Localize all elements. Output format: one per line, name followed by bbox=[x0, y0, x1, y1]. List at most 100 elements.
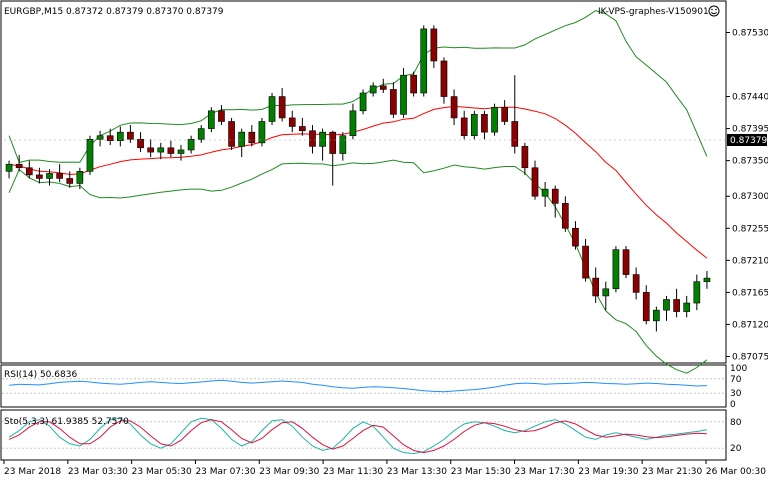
candle-body-bear bbox=[309, 130, 316, 147]
smiley-icon bbox=[708, 5, 720, 17]
candle[interactable] bbox=[258, 117, 266, 147]
candle[interactable] bbox=[663, 295, 670, 321]
candle[interactable] bbox=[359, 89, 367, 115]
candle[interactable] bbox=[167, 140, 175, 158]
candle[interactable] bbox=[450, 89, 458, 126]
candle-body-bull bbox=[197, 128, 205, 140]
candle[interactable] bbox=[238, 128, 246, 158]
stochastic-y-tick-label: 20 bbox=[730, 444, 742, 454]
candle[interactable] bbox=[551, 185, 559, 218]
candle-body-bear bbox=[551, 188, 559, 204]
candle-body-bear bbox=[288, 117, 296, 127]
candle[interactable] bbox=[541, 182, 549, 207]
price-y-tick-label: 0.87075 bbox=[732, 352, 768, 362]
candle[interactable] bbox=[248, 125, 256, 147]
candle[interactable] bbox=[481, 110, 488, 140]
candle[interactable] bbox=[208, 107, 215, 133]
candle-body-bear bbox=[592, 277, 600, 297]
candle[interactable] bbox=[703, 271, 711, 289]
candle[interactable] bbox=[420, 25, 428, 97]
candle[interactable] bbox=[390, 82, 397, 118]
candle[interactable] bbox=[460, 110, 468, 140]
candle[interactable] bbox=[369, 82, 377, 97]
candle[interactable] bbox=[501, 100, 508, 126]
candle[interactable] bbox=[106, 128, 114, 145]
candle-body-bear bbox=[15, 163, 23, 169]
candle[interactable] bbox=[430, 25, 438, 69]
candle-body-bull bbox=[258, 121, 266, 144]
candle-body-bear bbox=[501, 106, 508, 122]
candle[interactable] bbox=[228, 117, 235, 150]
bollinger-upper-band bbox=[8, 10, 708, 163]
candle[interactable] bbox=[440, 57, 448, 104]
rsi-y-tick-label: 0 bbox=[730, 400, 736, 410]
candle[interactable] bbox=[66, 171, 74, 188]
candle[interactable] bbox=[76, 167, 84, 190]
candle[interactable] bbox=[86, 135, 94, 175]
candle[interactable] bbox=[349, 103, 357, 140]
candle-body-bear bbox=[390, 89, 397, 115]
candle-body-bear bbox=[25, 167, 33, 176]
candle[interactable] bbox=[5, 160, 13, 179]
time-tick-label: 23 Mar 05:30 bbox=[132, 467, 192, 477]
candle[interactable] bbox=[511, 75, 519, 154]
candle[interactable] bbox=[521, 142, 529, 175]
candle[interactable] bbox=[491, 103, 498, 136]
candle-body-bull bbox=[663, 299, 670, 311]
candle[interactable] bbox=[299, 117, 306, 136]
candle[interactable] bbox=[582, 238, 589, 282]
candle-body-bear bbox=[36, 174, 43, 179]
candle[interactable] bbox=[693, 274, 701, 311]
candle[interactable] bbox=[622, 246, 630, 279]
candle[interactable] bbox=[673, 288, 680, 318]
candle[interactable] bbox=[268, 93, 276, 126]
candle[interactable] bbox=[25, 160, 33, 179]
candle[interactable] bbox=[278, 88, 286, 122]
price-panel[interactable]: 0.87530 0.87440 0.87395 0.87350 0.87300 0.872… bbox=[4, 10, 768, 374]
candle[interactable] bbox=[116, 126, 124, 147]
candle[interactable] bbox=[632, 267, 640, 300]
candle[interactable] bbox=[187, 135, 195, 154]
candle[interactable] bbox=[329, 130, 337, 186]
candle[interactable] bbox=[288, 110, 296, 133]
candle[interactable] bbox=[218, 105, 225, 126]
time-tick-label: 23 Mar 17:30 bbox=[515, 467, 575, 477]
candle[interactable] bbox=[410, 71, 417, 97]
candle[interactable] bbox=[137, 132, 144, 153]
candle[interactable] bbox=[400, 68, 407, 118]
stochastic-panel[interactable]: 80 20 bbox=[2, 417, 742, 454]
candle[interactable] bbox=[36, 167, 43, 184]
candle[interactable] bbox=[612, 246, 620, 293]
candle[interactable] bbox=[379, 78, 387, 93]
candle[interactable] bbox=[157, 142, 165, 160]
candle[interactable] bbox=[602, 281, 610, 311]
candle[interactable] bbox=[592, 267, 600, 304]
candle[interactable] bbox=[470, 110, 478, 140]
candle-body-bull bbox=[683, 302, 691, 312]
candle[interactable] bbox=[56, 164, 63, 182]
candle[interactable] bbox=[197, 125, 205, 143]
candle[interactable] bbox=[572, 221, 579, 250]
candle[interactable] bbox=[15, 154, 23, 172]
candle-body-bull bbox=[693, 281, 701, 304]
candle[interactable] bbox=[46, 169, 53, 186]
candle[interactable] bbox=[339, 132, 347, 161]
candle-body-bear bbox=[622, 249, 630, 275]
price-y-tick-label: 0.87300 bbox=[732, 192, 768, 202]
candle-body-bear bbox=[167, 147, 175, 154]
candle[interactable] bbox=[309, 125, 316, 154]
candle[interactable] bbox=[319, 128, 326, 161]
stochastic-title: Sto(5,3,3) 61.9385 52.7570 bbox=[4, 417, 129, 427]
candle-body-bear bbox=[106, 135, 114, 142]
candle[interactable] bbox=[642, 285, 650, 325]
candle[interactable] bbox=[96, 130, 104, 147]
candle[interactable] bbox=[562, 196, 569, 232]
candle[interactable] bbox=[147, 139, 154, 158]
candle[interactable] bbox=[531, 160, 539, 200]
candle[interactable] bbox=[653, 306, 660, 332]
candle[interactable] bbox=[177, 144, 185, 161]
price-y-tick-label: 0.87210 bbox=[732, 256, 768, 266]
candle[interactable] bbox=[683, 295, 691, 318]
